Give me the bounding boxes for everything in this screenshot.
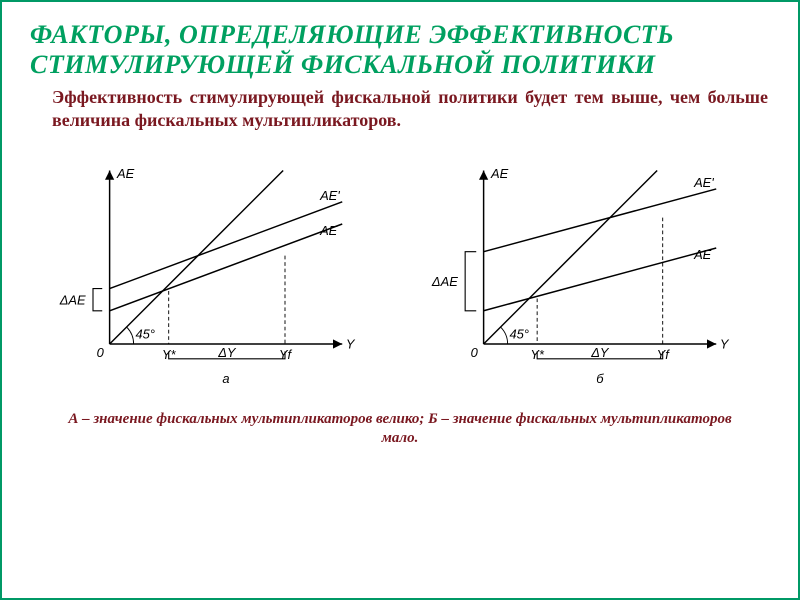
- slide-title: ФАКТОРЫ, ОПРЕДЕЛЯЮЩИЕ ЭФФЕКТИВНОСТЬ СТИМ…: [30, 20, 770, 80]
- charts-row: AEY045°Y*YfAEAE'ΔAEΔYа AEY045°Y*YfAEAE'Δ…: [30, 152, 770, 392]
- svg-text:AE': AE': [319, 188, 340, 203]
- svg-text:Yf: Yf: [657, 347, 671, 362]
- svg-text:Y*: Y*: [530, 347, 545, 362]
- svg-text:ΔAE: ΔAE: [431, 274, 458, 289]
- svg-text:AE: AE: [490, 166, 509, 181]
- svg-text:AE': AE': [693, 175, 714, 190]
- svg-text:0: 0: [97, 345, 105, 360]
- slide-subtitle: Эффективность стимулирующей фискальной п…: [52, 86, 768, 132]
- svg-text:Yf: Yf: [279, 347, 293, 362]
- svg-text:ΔY: ΔY: [590, 345, 610, 360]
- svg-text:45°: 45°: [509, 326, 529, 341]
- svg-text:Y: Y: [720, 336, 730, 351]
- svg-text:ΔY: ΔY: [217, 345, 237, 360]
- svg-text:AE: AE: [319, 223, 338, 238]
- svg-text:Y*: Y*: [162, 347, 177, 362]
- svg-text:Y: Y: [346, 336, 356, 351]
- svg-text:а: а: [222, 371, 229, 386]
- svg-text:б: б: [596, 371, 604, 386]
- svg-text:0: 0: [471, 345, 479, 360]
- chart-b: AE Y 0 45°Y* Yf AE AE' ΔAE ΔY б: [427, 152, 747, 392]
- svg-text:ΔAE: ΔAE: [59, 292, 86, 307]
- chart-a: AE Y 0 45° Y* Yf AE AE' ΔAE ΔY а: [53, 152, 373, 392]
- chart-caption: А – значение фискальных мультипликаторов…: [50, 410, 750, 449]
- svg-text:AE: AE: [693, 247, 712, 262]
- svg-text:AE: AE: [116, 166, 135, 181]
- svg-text:45°: 45°: [135, 326, 155, 341]
